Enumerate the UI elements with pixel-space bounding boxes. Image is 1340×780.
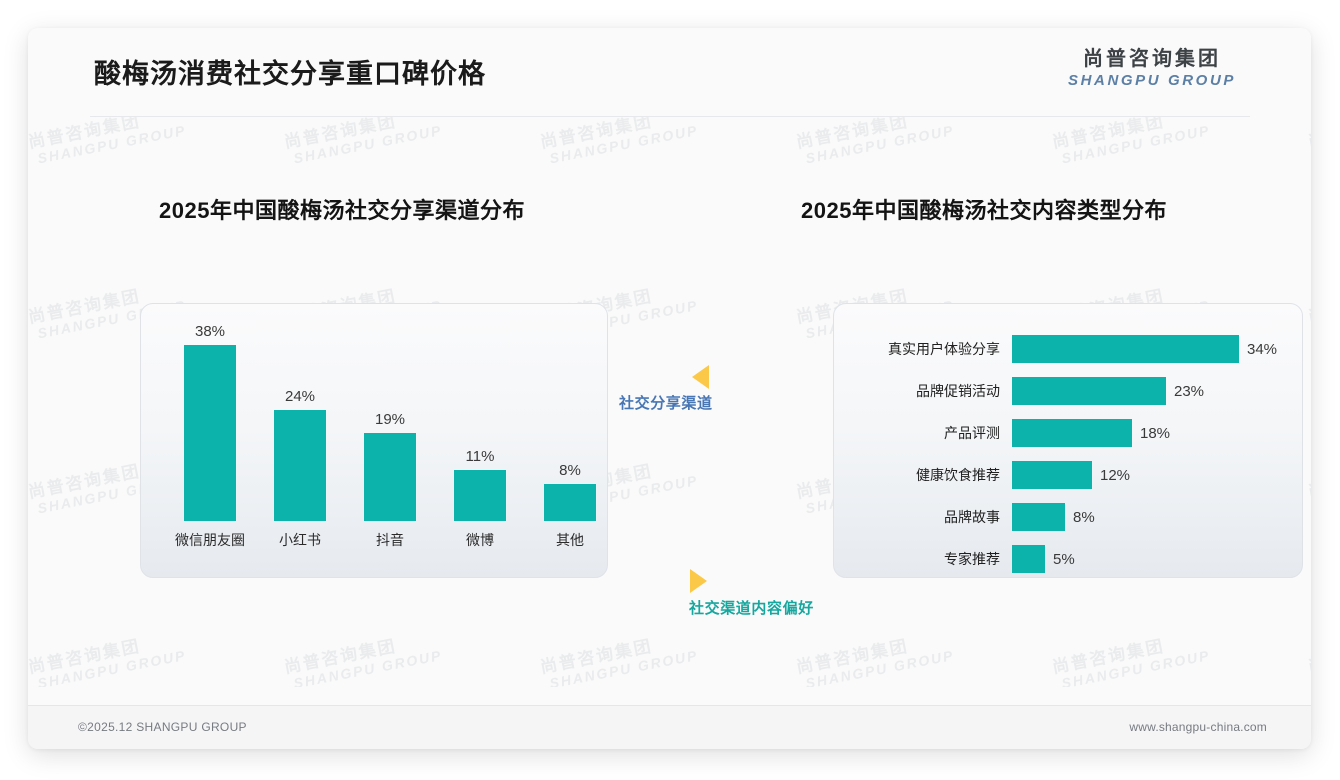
bar-category-label: 微博 [466,532,494,548]
bar-category-label: 健康饮食推荐 [916,467,1000,483]
bar-column: 8% 其他 [544,462,596,548]
bar-rect [364,433,416,521]
bar-category-label: 小红书 [279,532,321,548]
left-chart-card: 38% 微信朋友圈 24% 小红书 19% 抖音 11% 微博 8% 其他 [140,303,608,578]
bar-rect [1012,377,1166,405]
bar-category-label: 专家推荐 [944,551,1000,567]
logo-en-text: SHANGPU GROUP [1068,72,1236,89]
bar-value-label: 23% [1174,382,1205,400]
bar-value-label: 12% [1100,466,1131,484]
header-divider [90,116,1250,117]
bar-value-label: 38% [194,323,226,340]
footer-copyright: ©2025.12 SHANGPU GROUP [78,720,247,734]
right-chart-card: 真实用户体验分享 34% 品牌促销活动 23% 产品评测 18% 健康饮食推荐 12% 品牌故事… [833,303,1303,578]
bar-rect [1012,419,1132,447]
footer-website: www.shangpu-china.com [1129,720,1267,734]
bar-row: 专家推荐 5% [834,544,1302,574]
triangle-left-icon [692,365,709,389]
slide-header: 酸梅汤消费社交分享重口碑价格 尚普咨询集团 SHANGPU GROUP [28,28,1311,116]
left-chart-title: 2025年中国酸梅汤社交分享渠道分布 [159,198,525,223]
bar-rect [1012,503,1065,531]
bar-column: 38% 微信朋友圈 [175,323,245,548]
bar-category-label: 抖音 [376,532,404,548]
bar-row: 产品评测 18% [834,418,1302,448]
slide-footer: ©2025.12 SHANGPU GROUP www.shangpu-china… [28,705,1311,749]
bar-value-label: 11% [465,448,495,465]
page-title: 酸梅汤消费社交分享重口碑价格 [94,59,486,89]
triangle-right-icon [690,569,707,593]
bar-row: 真实用户体验分享 34% [834,334,1302,364]
bar-rect [1012,545,1045,573]
bar-rect [274,410,326,521]
bar-rect [1012,335,1239,363]
bar-rect [454,470,506,521]
logo-cn-text: 尚普咨询集团 [1083,48,1221,70]
bar-row: 健康饮食推荐 12% [834,460,1302,490]
slide-body: 尚普咨询集团 SHANGPU GROUP 尚普咨询集团 SHANGPU GROUP 尚普… [28,117,1311,687]
vertical-bar-chart: 38% 微信朋友圈 24% 小红书 19% 抖音 11% 微博 8% 其他 [141,304,607,577]
bar-category-label: 品牌故事 [944,509,1000,525]
bar-column: 24% 小红书 [274,388,326,548]
callout-channel-content-preference: 社交渠道内容偏好 [689,569,814,618]
brand-logo: 尚普咨询集团 SHANGPU GROUP [1037,48,1267,90]
bar-column: 19% 抖音 [364,411,416,548]
bar-category-label: 品牌促销活动 [916,383,1000,399]
bar-category-label: 微信朋友圈 [175,532,245,548]
bar-category-label: 产品评测 [944,425,1000,441]
bar-value-label: 18% [1140,424,1171,442]
right-chart-title: 2025年中国酸梅汤社交内容类型分布 [801,198,1167,223]
bar-value-label: 34% [1247,340,1278,358]
bar-rect [184,345,236,521]
bar-rect [1012,461,1092,489]
bar-category-label: 其他 [556,532,584,548]
bar-value-label: 5% [1053,550,1075,568]
bar-value-label: 8% [559,462,581,479]
slide-canvas: 酸梅汤消费社交分享重口碑价格 尚普咨询集团 SHANGPU GROUP 尚普咨询… [28,28,1311,749]
bar-column: 11% 微博 [454,448,506,548]
bar-value-label: 19% [374,411,406,428]
callout-label: 社交分享渠道 [619,395,713,412]
bar-value-label: 8% [1073,508,1095,526]
bar-row: 品牌促销活动 23% [834,376,1302,406]
bar-value-label: 24% [284,388,316,405]
bar-rect [544,484,596,521]
callout-social-share-channel: 社交分享渠道 [619,365,713,413]
callout-label: 社交渠道内容偏好 [689,600,814,617]
horizontal-bar-chart: 真实用户体验分享 34% 品牌促销活动 23% 产品评测 18% 健康饮食推荐 12% 品牌故事… [834,324,1302,577]
bar-row: 品牌故事 8% [834,502,1302,532]
bar-category-label: 真实用户体验分享 [888,341,1000,357]
